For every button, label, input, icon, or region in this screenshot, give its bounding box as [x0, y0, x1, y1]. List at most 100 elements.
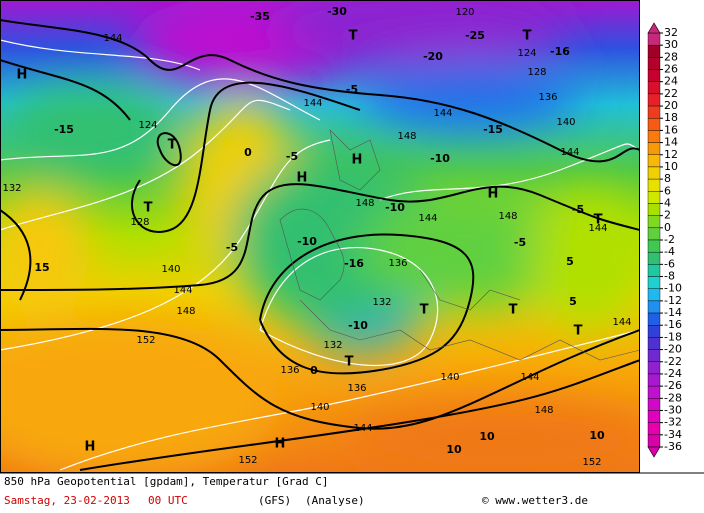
pressure-center: T — [420, 303, 429, 318]
colorbar-swatch — [647, 227, 661, 241]
contour-label: 144 — [303, 98, 322, 109]
contour-label: 144 — [560, 147, 579, 158]
pressure-center: H — [297, 171, 308, 186]
contour-label: 140 — [310, 402, 329, 413]
colorbar-swatch — [647, 251, 661, 265]
colorbar-swatch — [647, 118, 661, 131]
contour-label: 148 — [176, 306, 195, 317]
colorbar-swatch — [647, 105, 661, 119]
colorbar-swatch — [647, 349, 661, 362]
footer-description: 850 hPa Geopotential [gpdam], Temperatur… — [4, 475, 329, 488]
pressure-center: T — [523, 29, 532, 44]
contour-label: 5 — [566, 255, 574, 268]
contour-label: 132 — [372, 297, 391, 308]
colorbar-swatch — [647, 239, 661, 253]
colorbar-swatch — [647, 191, 661, 204]
colorbar-swatch — [647, 57, 661, 70]
contour-label: -5 — [514, 236, 526, 249]
colorbar-swatch — [647, 422, 661, 436]
contour-label: 144 — [588, 223, 607, 234]
pressure-center: T — [168, 138, 177, 153]
contour-label: -10 — [385, 201, 405, 214]
pressure-center: T — [349, 29, 358, 44]
colorbar-swatch — [647, 288, 661, 302]
contour-label: 124 — [138, 120, 157, 131]
footer-model: (GFS) — [258, 494, 291, 507]
contour-label: 136 — [388, 258, 407, 269]
colorbar-tick-label: -8 — [664, 270, 675, 283]
colorbar-tick-label: 24 — [664, 75, 678, 88]
colorbar-swatch — [647, 410, 661, 423]
colorbar-tick-label: -22 — [664, 355, 682, 368]
contour-label: -35 — [250, 10, 270, 23]
contour-label: 0 — [244, 146, 252, 159]
contour-label: 5 — [569, 295, 577, 308]
pressure-center: H — [17, 68, 28, 83]
colorbar-swatch — [647, 93, 661, 107]
contour-label: -10 — [348, 319, 368, 332]
contour-label: 136 — [280, 365, 299, 376]
colorbar: 32302826242220181614121086420-2-4-6-8-10… — [647, 22, 682, 458]
contour-label: 152 — [136, 335, 155, 346]
colorbar-tick-label: -36 — [664, 440, 682, 453]
colorbar-swatch — [647, 398, 661, 411]
colorbar-swatch — [647, 361, 661, 375]
colorbar-tick-label: -20 — [664, 343, 682, 356]
pressure-center: H — [488, 187, 499, 202]
contour-label: 0 — [310, 364, 318, 377]
contour-label: 132 — [323, 340, 342, 351]
colorbar-tick-label: 32 — [664, 26, 678, 39]
colorbar-swatch — [647, 373, 661, 387]
colorbar-tick-label: 12 — [664, 148, 678, 161]
contour-label: -10 — [430, 152, 450, 165]
colorbar-tick-label: 28 — [664, 50, 678, 63]
contour-label: 136 — [538, 92, 557, 103]
colorbar-tick-label: -14 — [664, 306, 682, 319]
colorbar-swatch — [647, 44, 661, 58]
pressure-center: H — [275, 437, 286, 452]
colorbar-swatch — [647, 142, 661, 155]
colorbar-tick-label: 0 — [664, 221, 671, 234]
footer-time: 00 UTC — [148, 494, 188, 507]
contour-label: -16 — [550, 45, 570, 58]
contour-label: -15 — [483, 123, 503, 136]
colorbar-tick-label: -18 — [664, 330, 682, 343]
colorbar-tick-label: -10 — [664, 282, 682, 295]
colorbar-tick-label: 18 — [664, 111, 678, 124]
colorbar-tick-label: -4 — [664, 245, 675, 258]
colorbar-arrow-top — [647, 22, 661, 34]
contour-label: 140 — [440, 372, 459, 383]
footer-date: Samstag, 23-02-2013 — [4, 494, 130, 507]
colorbar-tick-label: -6 — [664, 257, 675, 270]
contour-label: 15 — [34, 261, 49, 274]
pressure-center: T — [574, 324, 583, 339]
colorbar-tick-label: 26 — [664, 63, 678, 76]
colorbar-swatch — [647, 69, 661, 82]
pressure-center: T — [594, 213, 603, 228]
colorbar-tick-label: -16 — [664, 318, 682, 331]
footer-credit: © www.wetter3.de — [482, 494, 588, 507]
contour-label: 140 — [556, 117, 575, 128]
contour-label: 124 — [517, 48, 536, 59]
contour-label: 128 — [527, 67, 546, 78]
contour-label: 144 — [612, 317, 631, 328]
pressure-center: T — [345, 355, 354, 370]
isotherms — [0, 39, 640, 471]
pressure-center: H — [85, 440, 96, 455]
colorbar-swatch — [647, 166, 661, 180]
contour-label: -30 — [327, 5, 347, 18]
contour-label: 148 — [498, 211, 517, 222]
colorbar-tick-label: 6 — [664, 184, 671, 197]
contour-label: -5 — [286, 150, 298, 163]
geopotential-contours — [0, 19, 640, 471]
contour-label: 10 — [446, 443, 462, 456]
colorbar-swatch — [647, 130, 661, 143]
colorbar-swatch — [647, 385, 661, 399]
contour-label: 148 — [397, 131, 416, 142]
colorbar-tick-label: 30 — [664, 38, 678, 51]
colorbar-swatch — [647, 325, 661, 338]
footer-run: (Analyse) — [305, 494, 365, 507]
contour-label: -15 — [54, 123, 74, 136]
colorbar-swatch — [647, 203, 661, 216]
